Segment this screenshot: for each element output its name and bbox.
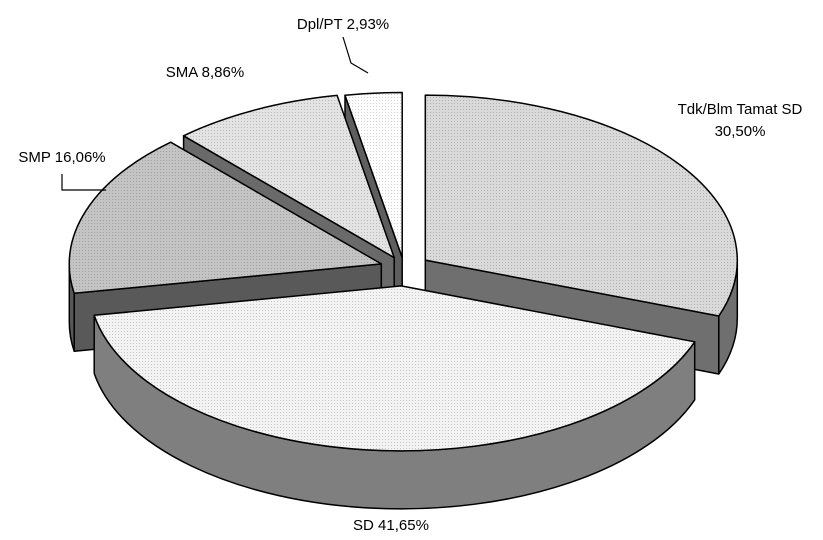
slice-sd-top xyxy=(93,285,696,452)
label-tdk-blm-tamat-sd: Tdk/Blm Tamat SD 30,50% xyxy=(678,101,803,140)
leader-line-smp xyxy=(61,174,106,191)
leader-line-dpl-pt xyxy=(342,36,369,74)
pie-slices xyxy=(68,91,739,510)
label-sd: SD 41,65% xyxy=(353,517,429,534)
label-smp: SMP 16,06% xyxy=(18,149,105,166)
label-sma: SMA 8,86% xyxy=(166,64,244,81)
slice-dpl-pt-top xyxy=(344,91,403,259)
slice-sma-top xyxy=(182,94,395,259)
leader-lines xyxy=(61,36,369,191)
label-dpl-pt: Dpl/PT 2,93% xyxy=(297,16,389,33)
slice-labels: Tdk/Blm Tamat SD 30,50% SD 41,65% SMP 16,06… xyxy=(18,16,802,534)
slice-tdk-blm-tamat-sd-top xyxy=(424,94,738,317)
slice-smp-top xyxy=(68,141,383,295)
